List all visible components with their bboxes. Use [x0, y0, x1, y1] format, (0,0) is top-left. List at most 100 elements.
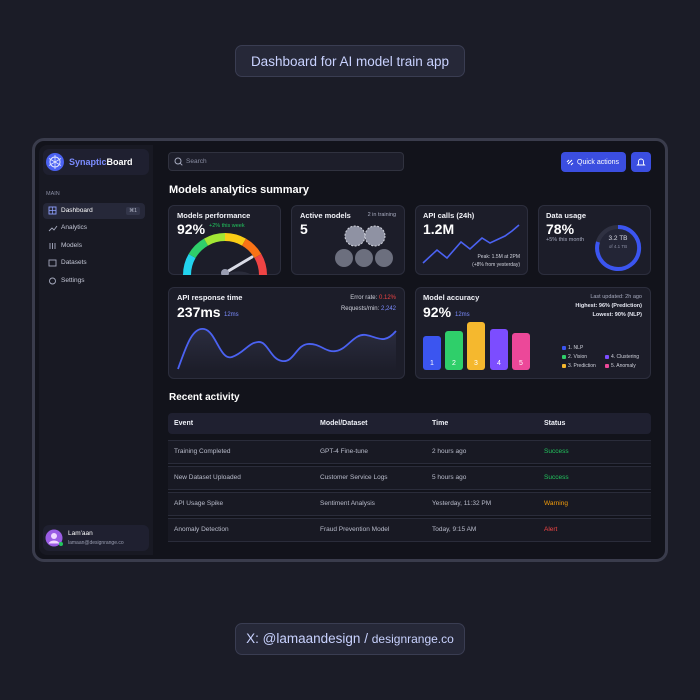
card-value: 5 — [300, 221, 308, 237]
caption-pill — [235, 45, 465, 77]
nav-item[interactable]: Datasets — [61, 259, 87, 266]
quick-actions-button[interactable] — [561, 152, 626, 172]
legend-label: 5. Anomaly — [611, 362, 636, 369]
graphic — [344, 225, 366, 247]
caption: Dashboard for AI model train app — [250, 54, 450, 69]
credit-sep: / — [364, 631, 368, 646]
bar-label: 4 — [497, 360, 501, 367]
notifications-button[interactable] — [631, 152, 651, 172]
graphic — [223, 255, 254, 275]
graphic — [375, 249, 393, 267]
user-name: Lam'aan — [68, 530, 93, 537]
card-value: 92% — [177, 221, 206, 237]
nav-item[interactable]: Analytics — [61, 224, 88, 231]
quick-actions-label: Quick actions — [577, 158, 620, 166]
column-header[interactable]: Event — [174, 420, 194, 427]
legend-swatch — [562, 355, 566, 359]
section-label: MAIN — [46, 191, 60, 197]
usage-ring — [595, 224, 642, 271]
table-cell: 5 hours ago — [432, 474, 467, 481]
error-label: Error rate: — [350, 295, 378, 301]
bell-icon — [636, 158, 646, 166]
card-title: API calls (24h) — [423, 211, 475, 220]
accuracy-bar — [490, 329, 508, 370]
error-rate: Error rate: 0.12% — [300, 295, 396, 301]
graphic — [177, 328, 397, 370]
column-header[interactable]: Time — [432, 420, 449, 427]
table-row — [168, 492, 651, 516]
graphic — [49, 277, 56, 285]
api-sparkline — [422, 224, 520, 264]
shortcut: ⌘1 — [129, 207, 137, 214]
table-cell: Training Completed — [174, 448, 231, 455]
brand-b: Board — [106, 157, 133, 167]
graphic — [224, 233, 247, 246]
nav-item[interactable]: Models — [61, 242, 82, 249]
table-cell: Today, 9:15 AM — [432, 526, 477, 533]
nav-item[interactable]: Settings — [61, 277, 85, 284]
link-icon — [566, 159, 574, 166]
nav-active — [43, 203, 145, 219]
graphic — [51, 533, 57, 539]
table-cell: Alert — [544, 526, 558, 533]
credit: X: @lamaandesign / designrange.co — [235, 632, 465, 646]
card-sub: 12ms — [224, 312, 239, 318]
graphic — [49, 243, 56, 249]
avatar — [45, 529, 63, 547]
credit-pill — [235, 623, 465, 655]
usage-total: of 4.1 TB — [608, 244, 628, 249]
table-cell: Warning — [544, 500, 568, 507]
requests: Requests/min: 2,242 — [300, 306, 396, 312]
graphic — [595, 224, 642, 271]
graphic — [59, 542, 63, 546]
shortcut-badge — [126, 207, 140, 215]
search-box[interactable] — [168, 152, 404, 171]
nav-item[interactable]: Dashboard — [61, 207, 93, 214]
user-email: lamaan@designrange.co — [68, 540, 124, 546]
bar-label: 5 — [519, 360, 523, 367]
graphic — [225, 271, 252, 275]
table-cell: Yesterday, 11:32 PM — [432, 500, 492, 507]
legend-label: 2. Vision — [568, 353, 588, 360]
logo — [46, 153, 64, 171]
column-header[interactable]: Model/Dataset — [320, 420, 368, 427]
legend-label: 3. Prediction — [568, 362, 596, 369]
legend-swatch — [605, 364, 609, 368]
card-title: API response time — [177, 293, 243, 302]
gauge — [183, 233, 267, 275]
graphic — [48, 155, 62, 169]
search-placeholder: Search — [186, 157, 207, 165]
table-cell: 2 hours ago — [432, 448, 467, 455]
table-cell: Success — [544, 474, 569, 481]
accuracy-bar — [467, 322, 485, 370]
legend-label: 1. NLP — [568, 344, 584, 351]
graphic — [183, 253, 196, 275]
card-title: Models performance — [177, 211, 251, 220]
graphic — [241, 238, 262, 259]
card-title: Model accuracy — [423, 293, 480, 302]
accuracy-bar — [512, 333, 530, 370]
graphic — [221, 269, 229, 275]
graphic — [48, 259, 57, 267]
nav-icons — [48, 206, 58, 285]
table-row — [168, 518, 651, 542]
usage-used: 3.2 TB — [608, 235, 628, 242]
graphic — [48, 225, 58, 232]
response-area — [177, 328, 397, 371]
card-title: Active models — [300, 211, 351, 220]
bar-label: 1 — [430, 360, 434, 367]
table-cell: New Dataset Uploaded — [174, 474, 241, 481]
graphic — [364, 225, 386, 247]
updated: Last updated: 2h ago — [590, 294, 642, 300]
rpm-value: 2,242 — [380, 306, 396, 312]
table-cell: Fraud Prevention Model — [320, 526, 390, 533]
column-header[interactable]: Status — [544, 420, 566, 427]
rpm-label: Requests/min: — [340, 306, 380, 312]
graphic — [49, 207, 56, 214]
card-value: 237ms — [177, 304, 221, 320]
graphic — [254, 253, 267, 275]
card-value: 92% — [423, 304, 452, 320]
graphic — [178, 328, 396, 371]
card-note: 2 in training — [367, 212, 396, 218]
